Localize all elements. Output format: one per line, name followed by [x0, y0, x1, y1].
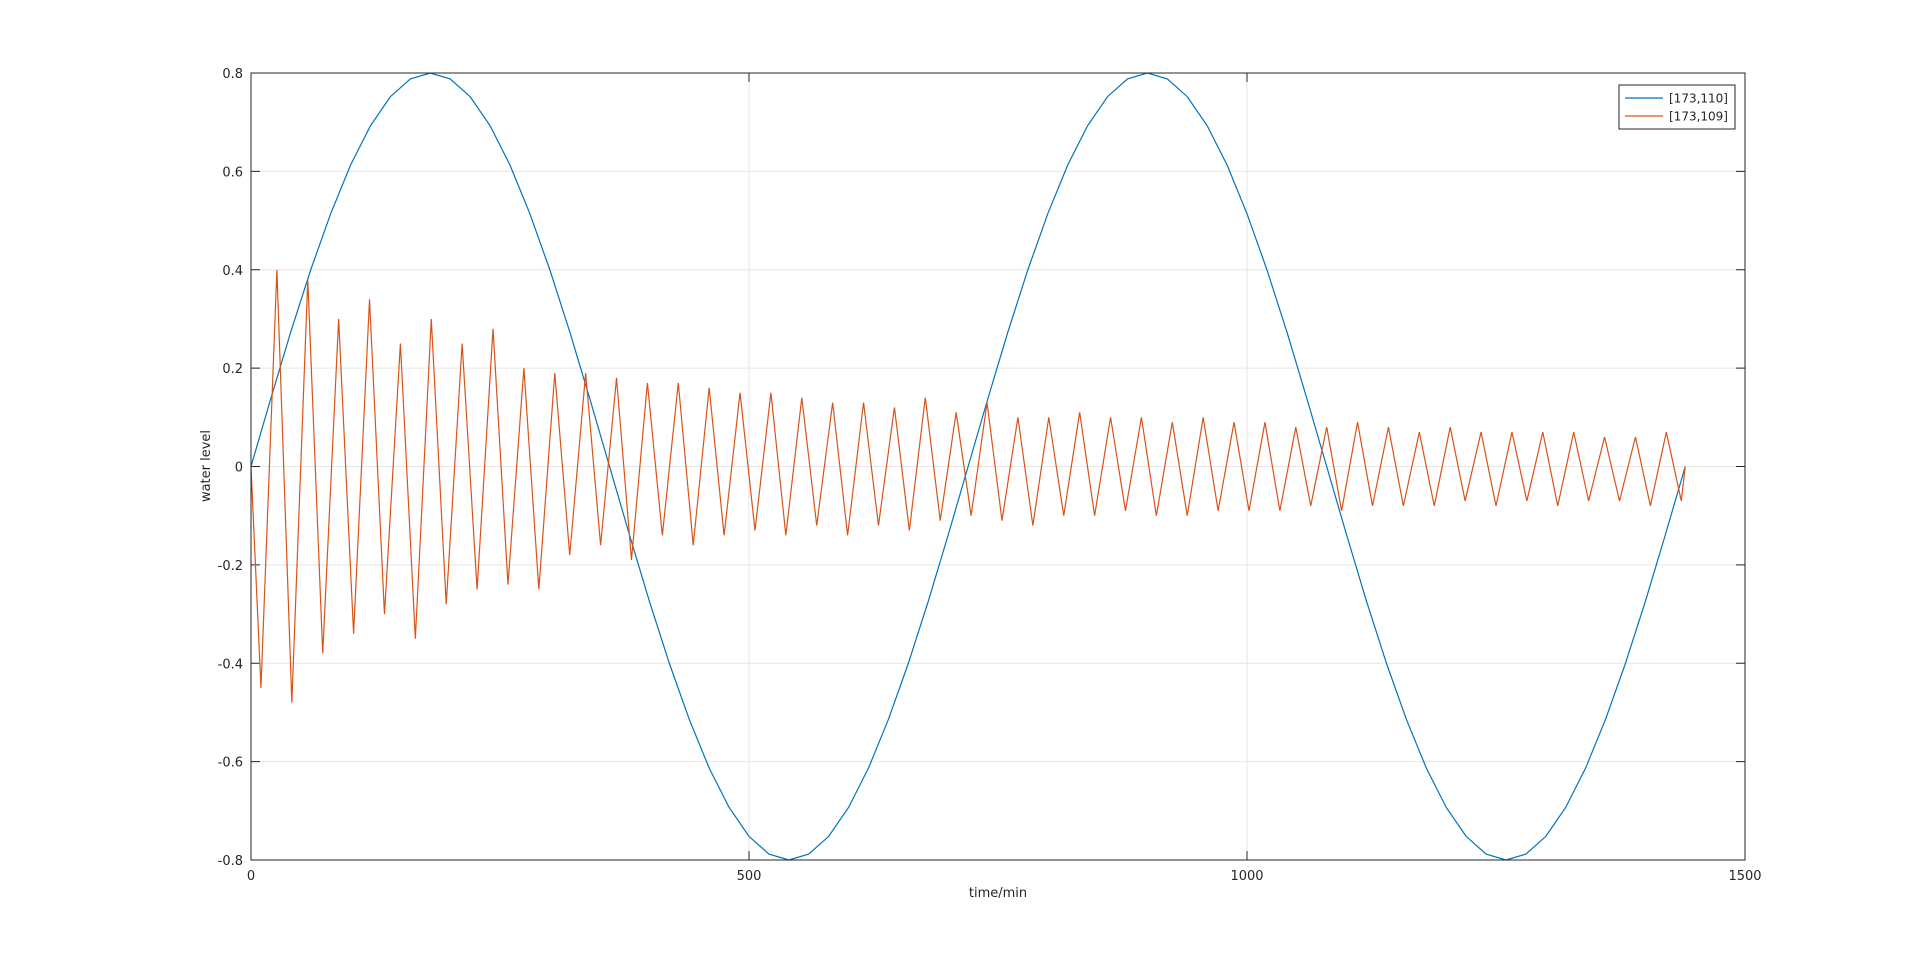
- axes-box: [250, 72, 1746, 861]
- legend-label: [173,109]: [1669, 110, 1728, 124]
- y-tick-label: 0.8: [222, 67, 243, 82]
- x-tick-label: 1500: [1728, 869, 1761, 884]
- y-tick-label: 0: [235, 461, 243, 476]
- y-tick-label: -0.2: [218, 559, 243, 574]
- x-tick-label: 500: [737, 869, 762, 884]
- y-tick-label: -0.4: [218, 657, 243, 672]
- y-axis-label: water level: [199, 430, 214, 502]
- x-tick-label: 0: [247, 869, 255, 884]
- y-tick-label: -0.6: [218, 756, 243, 771]
- x-axis-label: time/min: [969, 886, 1027, 901]
- y-tick-label: 0.6: [222, 165, 243, 180]
- legend-box: [1618, 84, 1736, 130]
- legend-label: [173,110]: [1669, 92, 1728, 106]
- x-tick-label: 1000: [1230, 869, 1263, 884]
- y-tick-label: -0.8: [218, 854, 243, 869]
- y-tick-label: 0.4: [222, 264, 243, 279]
- data-line: [250, 269, 1686, 703]
- data-line: [250, 72, 1686, 861]
- y-tick-label: 0.2: [222, 362, 243, 377]
